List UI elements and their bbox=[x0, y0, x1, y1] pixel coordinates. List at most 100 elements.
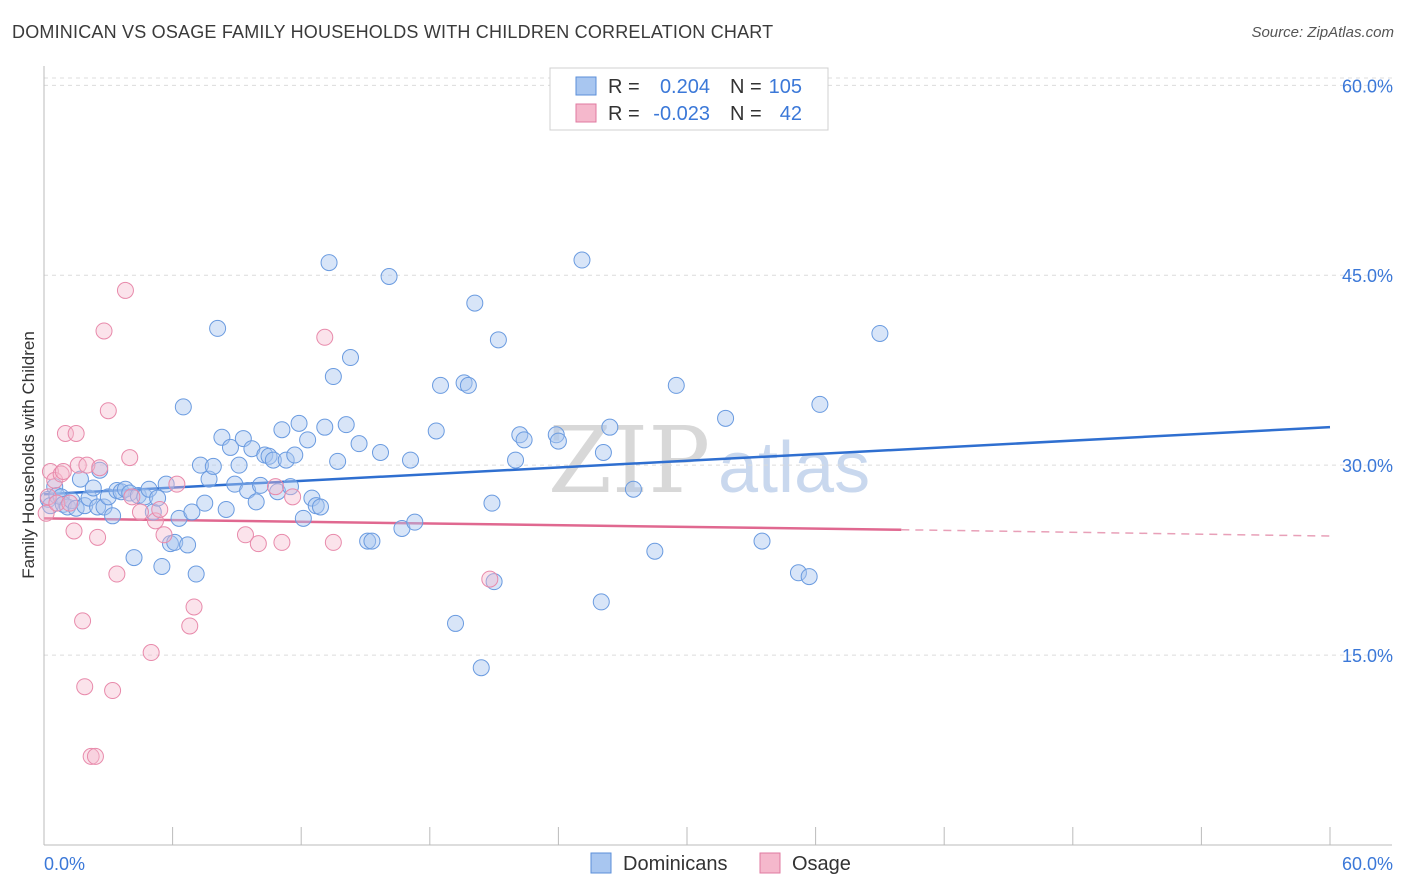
y-tick-label: 30.0% bbox=[1342, 456, 1393, 476]
osage-point bbox=[481, 570, 499, 588]
dominican-point bbox=[221, 438, 239, 456]
osage-point bbox=[249, 535, 267, 553]
legend-n-value-1: 105 bbox=[769, 76, 802, 98]
legend-r-value-2: -0.023 bbox=[653, 103, 710, 125]
axes bbox=[43, 66, 1392, 846]
dominican-point bbox=[406, 513, 424, 531]
dominican-point bbox=[717, 409, 735, 427]
legend-osage-swatch bbox=[759, 852, 781, 874]
dominican-point bbox=[247, 493, 265, 511]
osage-point bbox=[78, 456, 96, 474]
osage-point bbox=[324, 533, 342, 551]
dominican-point bbox=[191, 456, 209, 474]
dominican-point bbox=[230, 456, 248, 474]
dominican-point bbox=[174, 398, 192, 416]
osage-point bbox=[82, 747, 100, 765]
osage-point bbox=[91, 459, 109, 477]
data-points bbox=[37, 112, 889, 765]
dominican-point bbox=[140, 480, 158, 498]
dominican-point bbox=[95, 498, 113, 516]
dominican-point bbox=[179, 536, 197, 554]
dominican-point bbox=[104, 507, 122, 525]
dominican-point bbox=[549, 432, 567, 450]
dominican-point bbox=[187, 565, 205, 583]
dominican-point bbox=[320, 254, 338, 272]
series-legend: Dominicans Osage bbox=[590, 852, 851, 875]
dominican-point bbox=[402, 451, 420, 469]
osage-point bbox=[95, 322, 113, 340]
dominican-point bbox=[800, 568, 818, 586]
osage-point bbox=[284, 488, 302, 506]
dominican-point bbox=[99, 488, 117, 506]
x-tick-label-max: 60.0% bbox=[1342, 854, 1393, 874]
dominican-point bbox=[507, 451, 525, 469]
osage-point bbox=[104, 682, 122, 700]
dominican-point bbox=[239, 481, 257, 499]
osage-trend-extension bbox=[901, 528, 1331, 537]
y-tick-label: 45.0% bbox=[1342, 266, 1393, 286]
gridlines bbox=[44, 77, 1392, 656]
correlation-legend: R = 0.204 N = 105 R = -0.023 N = 42 bbox=[549, 67, 829, 131]
dominican-point bbox=[125, 549, 143, 567]
osage-point bbox=[52, 465, 70, 483]
dominican-point bbox=[200, 470, 218, 488]
dominican-point bbox=[432, 376, 450, 394]
dominican-point bbox=[183, 503, 201, 521]
osage-point bbox=[46, 471, 64, 489]
osage-point bbox=[266, 478, 284, 496]
dominican-point bbox=[447, 614, 465, 632]
legend-n-label-1: N = bbox=[730, 76, 762, 98]
legend-dominicans-label: Dominicans bbox=[623, 853, 727, 875]
dominican-point bbox=[329, 452, 347, 470]
dominican-point bbox=[363, 532, 381, 550]
osage-point bbox=[108, 565, 126, 583]
osage-point bbox=[76, 678, 94, 696]
osage-point bbox=[155, 526, 173, 544]
dominican-point bbox=[129, 487, 147, 505]
osage-point bbox=[151, 500, 169, 518]
dominican-point bbox=[789, 564, 807, 582]
dominican-point bbox=[311, 498, 329, 516]
dominican-point bbox=[601, 418, 619, 436]
dominican-point bbox=[251, 476, 269, 494]
dominican-point bbox=[341, 349, 359, 367]
dominican-point bbox=[489, 331, 507, 349]
osage-point bbox=[181, 617, 199, 635]
dominican-point bbox=[483, 494, 501, 512]
dominican-point bbox=[286, 446, 304, 464]
osage-point bbox=[146, 512, 164, 530]
osage-point bbox=[273, 533, 291, 551]
tick-labels: 15.0% 30.0% 45.0% 60.0% 0.0% 60.0% bbox=[44, 76, 1393, 874]
dominican-point bbox=[594, 444, 612, 461]
legend-blue-swatch bbox=[575, 76, 597, 96]
dominican-point bbox=[372, 444, 390, 461]
osage-point bbox=[74, 612, 92, 630]
dominican-point bbox=[217, 500, 235, 518]
legend-osage-label: Osage bbox=[792, 853, 851, 875]
x-tick-label-min: 0.0% bbox=[44, 854, 85, 874]
osage-point bbox=[99, 402, 117, 420]
legend-r-label-2: R = bbox=[608, 103, 640, 125]
osage-point bbox=[67, 425, 85, 443]
osage-point bbox=[131, 503, 149, 521]
dominican-trend-line bbox=[43, 425, 1331, 496]
dominican-point bbox=[71, 470, 89, 488]
dominican-point bbox=[273, 421, 291, 439]
legend-r-label-1: R = bbox=[608, 76, 640, 98]
dominican-point bbox=[753, 532, 771, 550]
dominican-point bbox=[337, 416, 355, 434]
dominican-point bbox=[380, 268, 398, 286]
dominican-point bbox=[592, 593, 610, 611]
dominican-point bbox=[350, 435, 368, 453]
dominican-point bbox=[359, 532, 377, 550]
dominican-point bbox=[204, 457, 222, 475]
osage-point bbox=[86, 747, 104, 765]
dominican-point bbox=[153, 557, 171, 575]
dominican-point bbox=[316, 418, 334, 436]
dominican-point bbox=[277, 451, 295, 469]
dominican-point bbox=[209, 319, 227, 337]
osage-point bbox=[142, 644, 160, 662]
osage-point bbox=[168, 475, 186, 493]
osage-point bbox=[54, 462, 72, 480]
legend-n-label-2: N = bbox=[730, 103, 762, 125]
